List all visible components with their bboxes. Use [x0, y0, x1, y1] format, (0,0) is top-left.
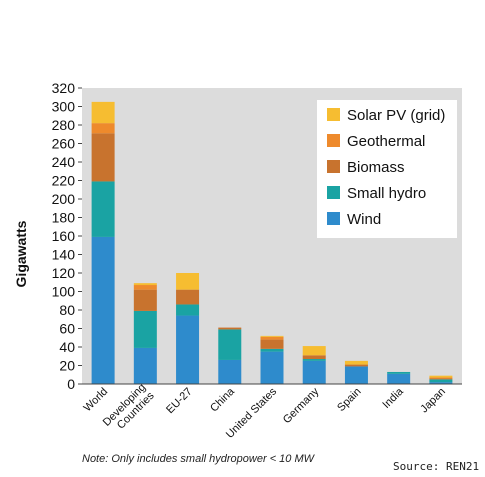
bar-segment-small-hydro: [218, 329, 242, 360]
y-tick-label: 20: [59, 358, 75, 374]
legend: Solar PV (grid) Geothermal Biomass Small hy…: [317, 100, 457, 238]
bar-segment-solar-pv-grid: [133, 283, 157, 286]
x-tick-label: China: [208, 385, 237, 414]
bar-segment-wind: [387, 373, 411, 384]
legend-swatch: [327, 186, 340, 199]
y-tick-label: 80: [59, 302, 75, 318]
legend-label: Small hydro: [347, 185, 426, 202]
bar-segment-wind: [260, 351, 284, 384]
x-tick-label: EU-27: [164, 386, 195, 417]
y-tick-label: 60: [59, 321, 75, 337]
bar-segment-biomass: [133, 289, 157, 311]
footnote: Note: Only includes small hydropower < 1…: [82, 453, 315, 465]
y-tick-label: 180: [52, 210, 76, 226]
bar-segment-biomass: [302, 355, 326, 360]
bar-segment-wind: [218, 359, 242, 384]
bar-segment-geothermal: [260, 336, 284, 340]
bar-segment-biomass: [429, 378, 453, 380]
bar-segment-biomass: [260, 339, 284, 349]
y-axis-ticks: 0 20 40 60 80 100 120 140 160 180 200 220 240 260 280 3…: [52, 80, 82, 392]
bar-segment-biomass: [176, 289, 200, 305]
y-tick-label: 260: [52, 136, 76, 152]
bar-segment-solar-pv-grid: [302, 346, 326, 356]
x-tick-label: Germany: [281, 385, 322, 426]
bar-segment-wind: [133, 347, 157, 384]
legend-label: Biomass: [347, 159, 405, 176]
legend-label: Wind: [347, 211, 381, 228]
y-tick-label: 40: [59, 339, 75, 355]
legend-swatch: [327, 108, 340, 121]
bar-segment-wind: [302, 360, 326, 384]
bar-segment-wind: [429, 382, 453, 384]
bar-segment-geothermal: [133, 285, 157, 290]
bar-segment-geothermal: [91, 123, 115, 134]
bar-segment-biomass: [218, 327, 242, 330]
x-tick-label: World: [82, 386, 111, 415]
y-tick-label: 320: [52, 80, 76, 96]
bar-segment-geothermal: [429, 377, 453, 379]
y-tick-label: 300: [52, 99, 76, 115]
legend-box: [317, 100, 457, 238]
y-tick-label: 120: [52, 265, 76, 281]
bar-segment-solar-pv-grid: [91, 101, 115, 124]
bar-segment-biomass: [91, 133, 115, 182]
bar-segment-biomass: [344, 364, 368, 367]
bar-segment-small-hydro: [302, 359, 326, 361]
y-tick-label: 140: [52, 247, 76, 263]
y-tick-label: 200: [52, 191, 76, 207]
bar-segment-small-hydro: [176, 304, 200, 316]
x-tick-label: Japan: [418, 386, 448, 416]
bar-segment-small-hydro: [91, 181, 115, 237]
bar-segment-small-hydro: [429, 379, 453, 383]
y-axis-label: Gigawatts: [13, 220, 29, 287]
x-tick-label: India: [380, 385, 406, 411]
y-tick-label: 240: [52, 154, 76, 170]
bar-segment-small-hydro: [133, 310, 157, 348]
bar-segment-wind: [91, 236, 115, 384]
bar-segment-solar-pv-grid: [176, 273, 200, 290]
bar-segment-solar-pv-grid: [429, 375, 453, 378]
x-tick-label: DevelopingCountries: [101, 381, 157, 437]
source-credit: Source: REN21: [393, 460, 480, 473]
legend-label: Solar PV (grid): [347, 107, 445, 124]
bar-segment-small-hydro: [260, 348, 284, 352]
y-tick-label: 280: [52, 117, 76, 133]
x-tick-label: Spain: [335, 386, 363, 414]
y-tick-label: 0: [67, 376, 75, 392]
y-tick-label: 100: [52, 284, 76, 300]
legend-label: Geothermal: [347, 133, 425, 150]
y-tick-label: 160: [52, 228, 76, 244]
bar-segment-solar-pv-grid: [260, 335, 284, 337]
bar-segment-wind: [344, 366, 368, 384]
legend-swatch: [327, 160, 340, 173]
legend-swatch: [327, 212, 340, 225]
bar-segment-wind: [176, 315, 200, 384]
legend-swatch: [327, 134, 340, 147]
bar-segment-solar-pv-grid: [344, 360, 368, 365]
bar-segment-small-hydro: [387, 371, 411, 374]
bars: [91, 101, 453, 384]
y-tick-label: 220: [52, 173, 76, 189]
